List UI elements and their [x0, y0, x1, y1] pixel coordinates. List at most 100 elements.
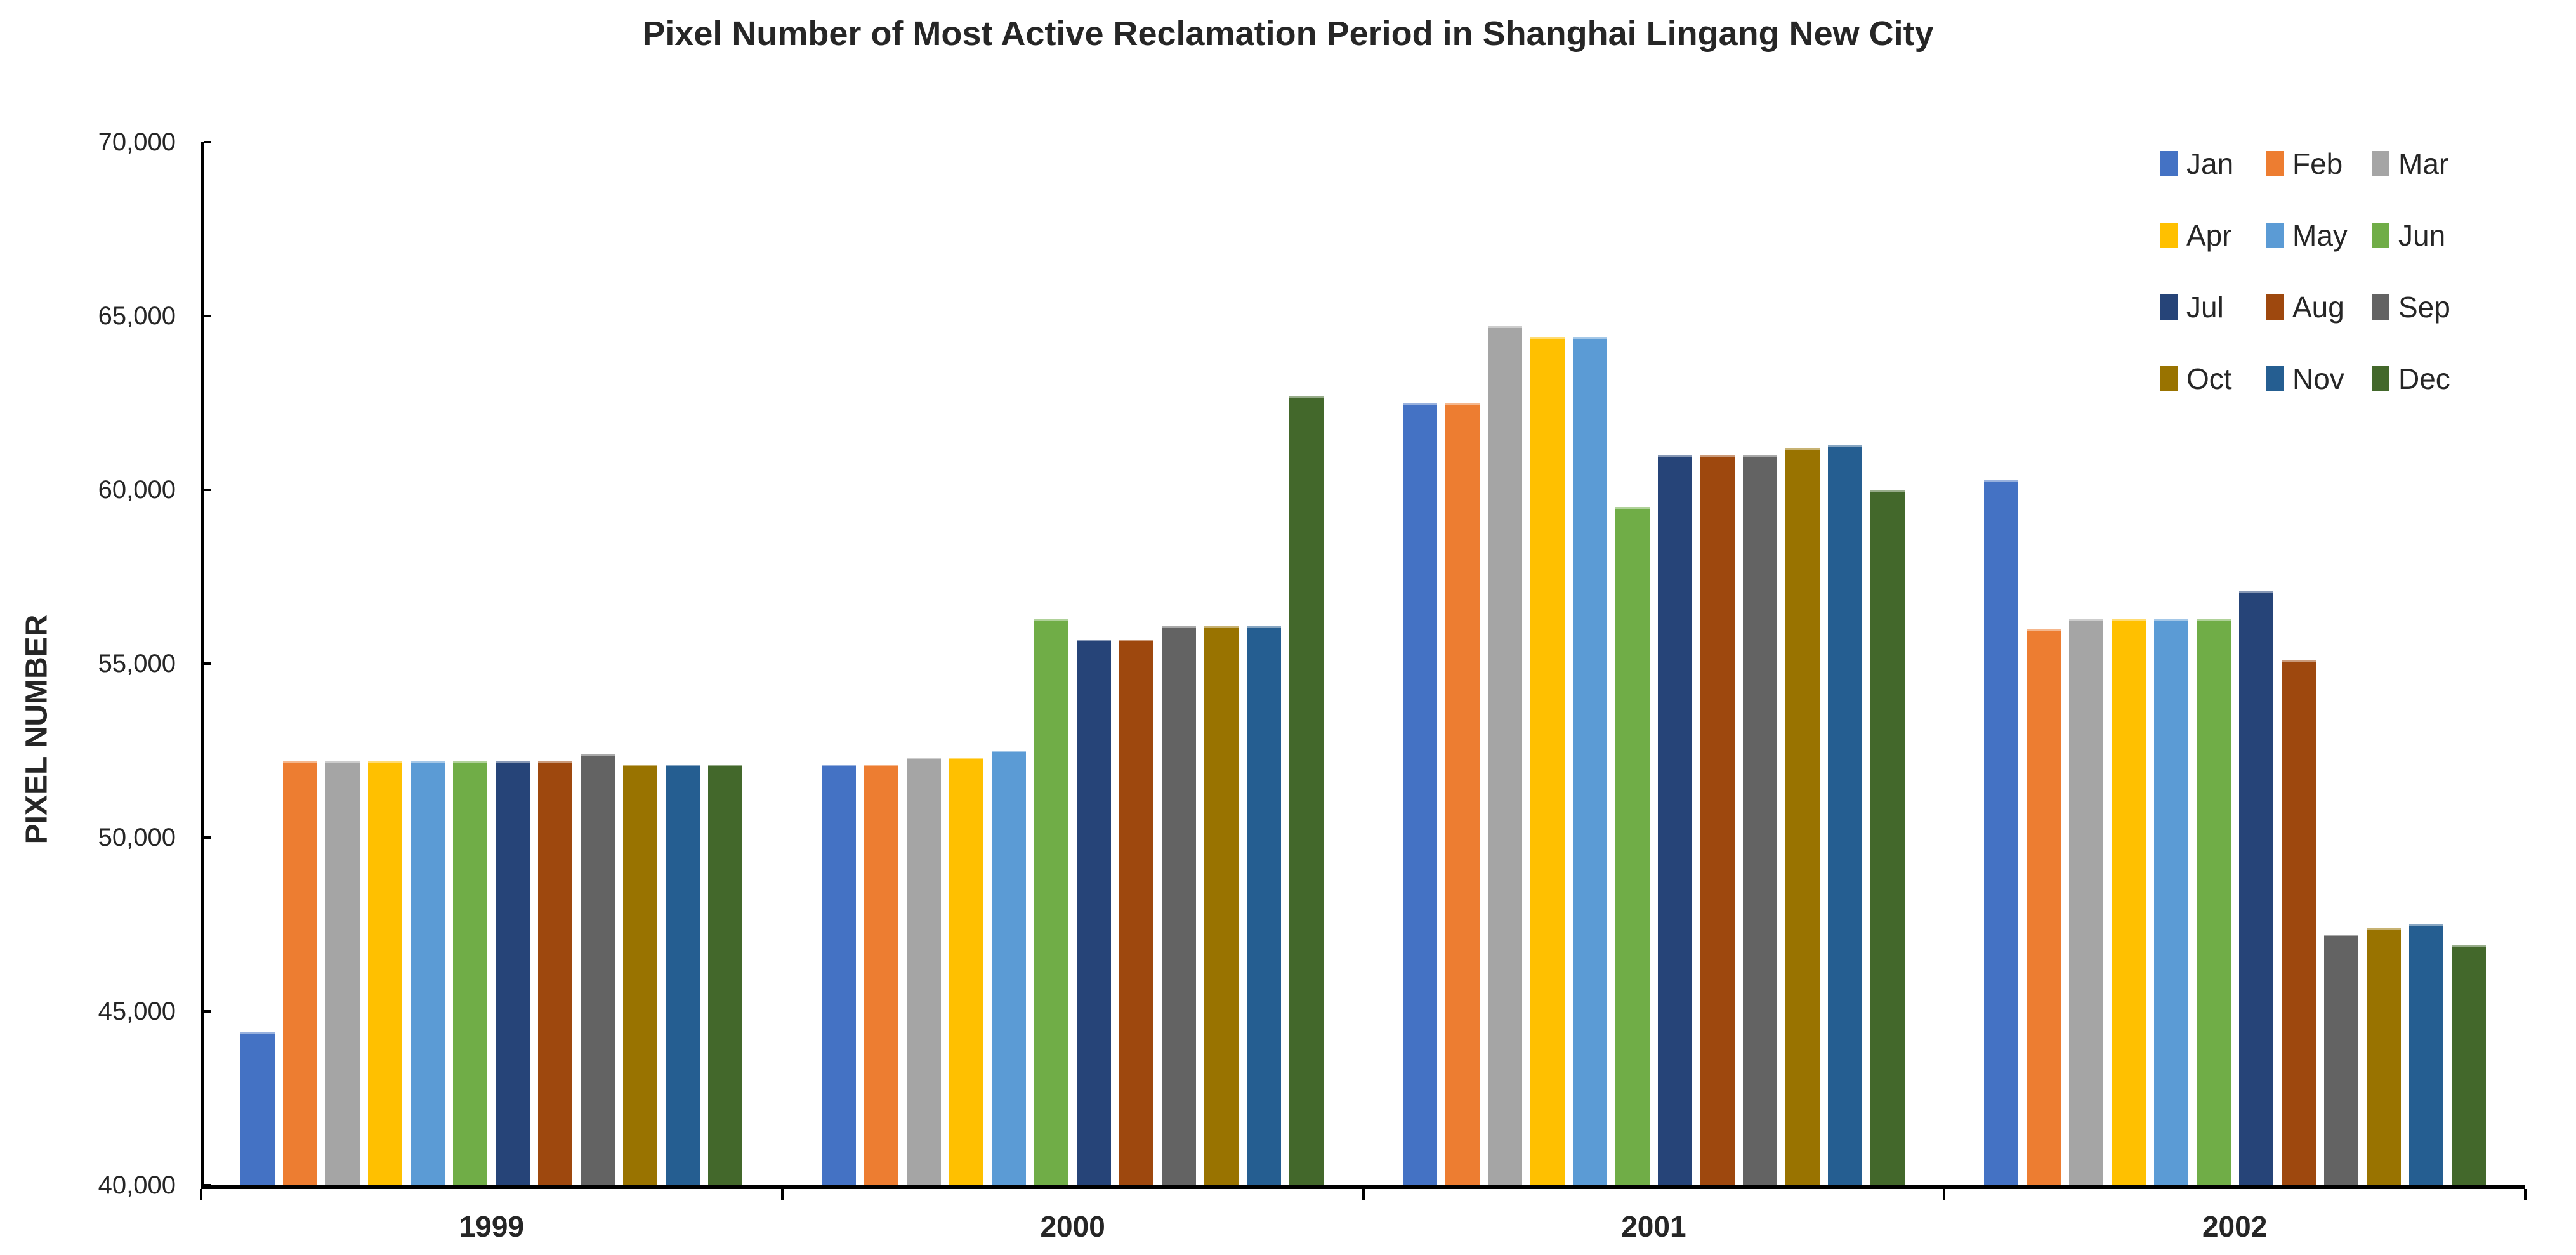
legend-label-jul: Jul — [2186, 291, 2224, 324]
legend-swatch-jan — [2160, 151, 2178, 176]
legend-swatch-apr — [2160, 223, 2178, 248]
legend-swatch-jun — [2372, 223, 2389, 248]
y-tick-label-70000: 70,000 — [98, 128, 176, 156]
bar-2000-aug — [1119, 640, 1153, 1185]
y-tick-label-50000: 50,000 — [98, 824, 176, 851]
bar-2000-jul — [1077, 640, 1111, 1185]
chart-title: Pixel Number of Most Active Reclamation … — [642, 15, 1934, 53]
bar-2000-jan — [822, 765, 856, 1185]
bar-1999-nov — [666, 765, 700, 1185]
bar-2002-mar — [2069, 619, 2103, 1185]
bar-2001-jul — [1658, 455, 1692, 1185]
y-axis-tick — [204, 141, 211, 143]
legend-label-feb: Feb — [2292, 147, 2343, 180]
legend-swatch-nov — [2266, 366, 2284, 391]
legend-swatch-may — [2266, 223, 2284, 248]
legend-swatch-mar — [2372, 151, 2389, 176]
bar-2001-sep — [1743, 455, 1777, 1185]
bar-2002-sep — [2324, 935, 2358, 1185]
legend-label-jan: Jan — [2186, 147, 2234, 180]
y-axis-tick — [204, 1184, 211, 1186]
bar-1999-apr — [368, 761, 402, 1185]
bar-2001-apr — [1530, 337, 1565, 1185]
legend-item-apr: Apr — [2160, 215, 2232, 256]
legend-swatch-oct — [2160, 366, 2178, 391]
bar-2002-oct — [2367, 928, 2401, 1185]
bar-2001-nov — [1828, 445, 1862, 1185]
legend-swatch-feb — [2266, 151, 2284, 176]
y-axis-line — [201, 142, 204, 1189]
bar-2002-may — [2154, 619, 2188, 1185]
legend-swatch-dec — [2372, 366, 2389, 391]
bar-2002-jan — [1984, 480, 2018, 1185]
legend-label-dec: Dec — [2398, 362, 2450, 395]
x-axis-tick — [200, 1189, 202, 1200]
legend-item-jun: Jun — [2372, 215, 2445, 256]
bar-2000-may — [992, 751, 1026, 1185]
bar-2002-aug — [2282, 660, 2316, 1185]
legend-swatch-aug — [2266, 294, 2284, 320]
x-axis-tick — [780, 1189, 784, 1200]
bar-2001-jun — [1615, 507, 1650, 1185]
bar-2001-aug — [1700, 455, 1735, 1185]
legend-label-nov: Nov — [2292, 362, 2344, 395]
bar-1999-may — [411, 761, 445, 1185]
bar-2001-mar — [1488, 326, 1522, 1185]
legend-label-oct: Oct — [2186, 362, 2232, 395]
x-axis-tick — [2524, 1189, 2527, 1200]
y-axis-tick — [204, 662, 211, 665]
legend-item-jan: Jan — [2160, 143, 2233, 184]
bar-2001-oct — [1785, 448, 1820, 1185]
legend-item-nov: Nov — [2266, 358, 2344, 399]
legend-item-mar: Mar — [2372, 143, 2448, 184]
legend-item-feb: Feb — [2266, 143, 2343, 184]
legend-label-aug: Aug — [2292, 291, 2344, 324]
y-tick-label-45000: 45,000 — [98, 997, 176, 1025]
legend-item-may: May — [2266, 215, 2348, 256]
x-axis-tick — [1362, 1189, 1365, 1200]
y-tick-label-60000: 60,000 — [98, 476, 176, 504]
bar-2000-apr — [949, 758, 983, 1185]
y-tick-label-65000: 65,000 — [98, 302, 176, 330]
y-axis-tick — [204, 315, 211, 317]
bar-1999-aug — [538, 761, 572, 1185]
bar-2002-nov — [2409, 924, 2443, 1185]
y-tick-label-55000: 55,000 — [98, 650, 176, 678]
y-tick-label-40000: 40,000 — [98, 1171, 176, 1199]
x-category-label-1999: 1999 — [459, 1210, 525, 1243]
x-axis-tick — [1943, 1189, 1946, 1200]
bar-2002-feb — [2027, 629, 2061, 1185]
legend-item-oct: Oct — [2160, 358, 2232, 399]
bar-1999-jun — [453, 761, 487, 1185]
bar-1999-dec — [708, 765, 742, 1185]
y-axis-tick — [204, 489, 211, 491]
y-axis-tick — [204, 836, 211, 839]
bar-2000-nov — [1247, 626, 1281, 1185]
legend-item-dec: Dec — [2372, 358, 2450, 399]
bar-2000-mar — [907, 758, 941, 1185]
bar-2001-jan — [1403, 403, 1437, 1185]
bar-2000-feb — [864, 765, 898, 1185]
bar-1999-jan — [240, 1032, 275, 1185]
bar-2000-oct — [1204, 626, 1239, 1185]
legend-item-sep: Sep — [2372, 287, 2450, 327]
legend-item-jul: Jul — [2160, 287, 2224, 327]
bar-2000-dec — [1289, 396, 1324, 1185]
x-category-label-2001: 2001 — [1621, 1210, 1686, 1243]
y-axis-tick — [204, 1010, 211, 1013]
bar-2000-sep — [1162, 626, 1196, 1185]
bar-1999-oct — [623, 765, 657, 1185]
y-axis-title: PIXEL NUMBER — [20, 614, 54, 844]
legend-label-jun: Jun — [2398, 219, 2446, 252]
bar-2000-jun — [1034, 619, 1068, 1185]
x-category-label-2002: 2002 — [2202, 1210, 2268, 1243]
legend-swatch-sep — [2372, 294, 2389, 320]
bar-2002-jul — [2239, 591, 2273, 1185]
bar-1999-feb — [283, 761, 317, 1185]
bar-2002-jun — [2197, 619, 2231, 1185]
bar-1999-jul — [496, 761, 530, 1185]
legend-item-aug: Aug — [2266, 287, 2344, 327]
bar-1999-mar — [325, 761, 360, 1185]
legend-swatch-jul — [2160, 294, 2178, 320]
